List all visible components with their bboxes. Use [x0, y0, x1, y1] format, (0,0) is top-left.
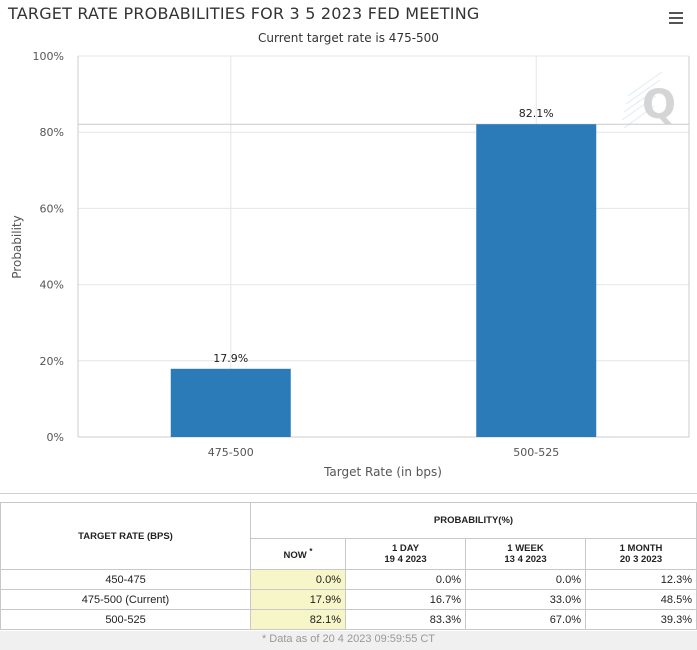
y-tick-label: 60% — [40, 202, 64, 215]
week-cell: 0.0% — [465, 569, 586, 590]
table-row: 450-475 0.0% 0.0% 0.0% 12.3% — [0, 569, 697, 590]
probability-table: TARGET RATE (BPS) PROBABILITY(%) NOW * 1… — [0, 502, 697, 630]
data-timestamp-note: * Data as of 20 4 2023 09:59:55 CT — [0, 631, 697, 650]
header-1week: 1 WEEK 13 4 2023 — [465, 538, 586, 570]
bar-chart: Q 0% 20% 40% 60% 80% 100% 17.9% 475-500 82.1% 500… — [10, 50, 690, 479]
table-row: 475-500 (Current) 17.9% 16.7% 33.0% 48.5… — [0, 589, 697, 610]
y-tick-label: 40% — [40, 279, 64, 292]
day-cell: 16.7% — [345, 589, 466, 610]
rate-cell: 450-475 — [0, 569, 251, 590]
x-axis-title: Target Rate (in bps) — [323, 465, 442, 479]
data-label: 17.9% — [213, 352, 248, 365]
x-tick-label: 475-500 — [208, 446, 254, 459]
header-1month: 1 MONTH 20 3 2023 — [585, 538, 697, 570]
data-label: 82.1% — [519, 107, 554, 120]
table-row: 500-525 82.1% 83.3% 67.0% 39.3% — [0, 609, 697, 630]
now-cell: 0.0% — [250, 569, 346, 590]
now-cell: 17.9% — [250, 589, 346, 610]
rate-cell: 475-500 (Current) — [0, 589, 251, 610]
hamburger-menu-icon[interactable] — [669, 12, 683, 24]
week-cell: 33.0% — [465, 589, 586, 610]
header-probability: PROBABILITY(%) — [250, 502, 697, 539]
month-cell: 48.5% — [585, 589, 697, 610]
header-1day: 1 DAY 19 4 2023 — [345, 538, 466, 570]
now-cell: 82.1% — [250, 609, 346, 630]
y-tick-label: 20% — [40, 355, 64, 368]
svg-text:Q: Q — [642, 82, 676, 128]
section-divider — [0, 493, 697, 494]
chart-title: TARGET RATE PROBABILITIES FOR 3 5 2023 F… — [8, 4, 480, 23]
chart-container: TARGET RATE PROBABILITIES FOR 3 5 2023 F… — [8, 4, 690, 479]
day-cell: 0.0% — [345, 569, 466, 590]
day-cell: 83.3% — [345, 609, 466, 630]
y-tick-label: 0% — [47, 431, 64, 444]
header-target-rate: TARGET RATE (BPS) — [0, 502, 251, 570]
rate-cell: 500-525 — [0, 609, 251, 630]
y-tick-label: 80% — [40, 126, 64, 139]
q-logo-watermark: Q — [621, 71, 676, 129]
header-now: NOW * — [250, 538, 346, 570]
bar-475-500[interactable] — [170, 368, 291, 437]
week-cell: 67.0% — [465, 609, 586, 630]
x-tick-label: 500-525 — [513, 446, 559, 459]
chart-subtitle: Current target rate is 475-500 — [258, 31, 439, 45]
y-tick-label: 100% — [33, 50, 64, 63]
month-cell: 39.3% — [585, 609, 697, 630]
month-cell: 12.3% — [585, 569, 697, 590]
y-axis-title: Probability — [10, 215, 24, 278]
bar-500-525[interactable] — [476, 124, 597, 437]
